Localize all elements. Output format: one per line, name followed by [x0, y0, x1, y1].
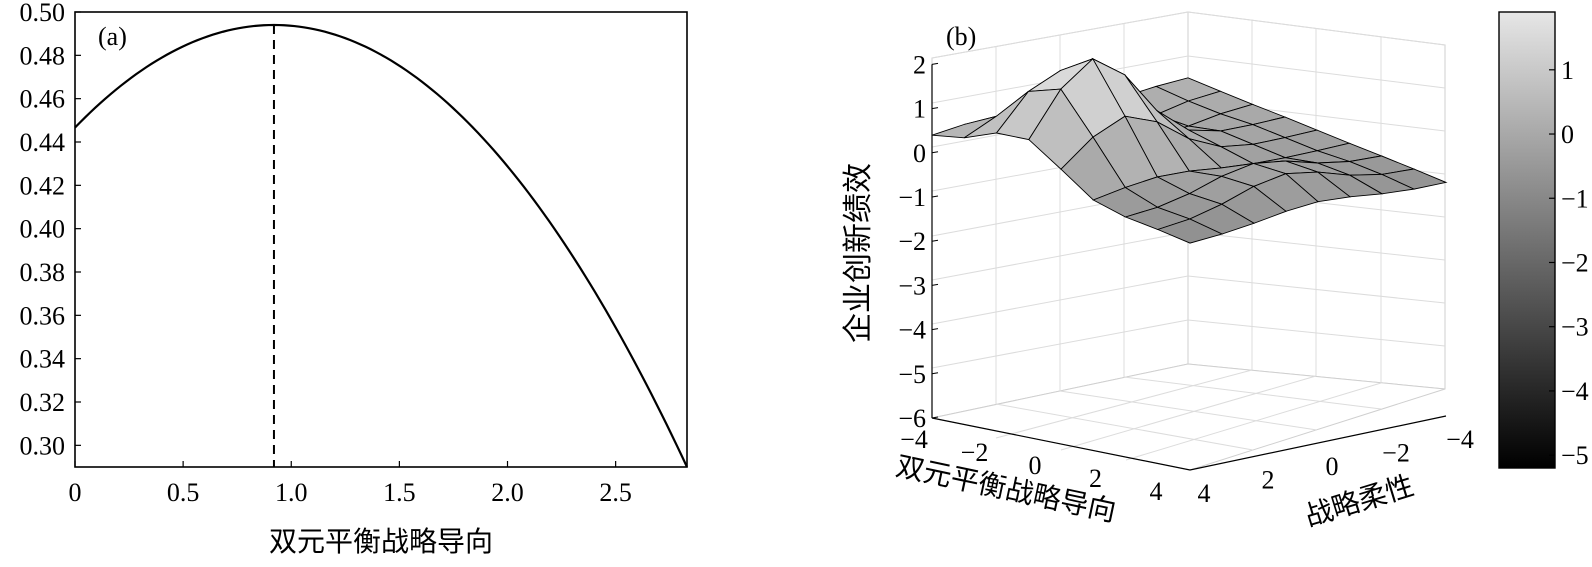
chart-b-y-tick-label: 4 [1198, 479, 1211, 508]
chart-a: 0 0.5 1.0 1.5 2.0 2.5 0.30 0.32 0.34 0.36 0.38 0.40… [20, 0, 688, 558]
chart-b-y-tick-label: −4 [1446, 425, 1474, 454]
chart-a-y-tick-label: 0.46 [20, 85, 66, 114]
chart-a-y-tick-label: 0.44 [20, 128, 66, 157]
chart-a-y-tick-label: 0.42 [20, 171, 66, 200]
chart-b-z-tick-label: −4 [898, 316, 926, 345]
chart-b-z-axis-title: 企业创新绩效 [841, 163, 876, 343]
chart-b-z-tick-label: 2 [913, 50, 926, 79]
chart-b-z-tick [931, 372, 939, 375]
chart-a-curve [74, 23, 688, 468]
chart-a-y-tick-label: 0.50 [20, 0, 66, 27]
chart-a-y-tick-label: 0.30 [20, 431, 66, 460]
chart-a-x-tick-label: 2.5 [599, 478, 632, 507]
chart-a-y-tick-label: 0.38 [20, 258, 66, 287]
chart-b-x-tick-label: 4 [1150, 477, 1163, 506]
chart-b-x-axis-title: 双元平衡战略导向 [893, 449, 1119, 528]
chart-b-x-tick-label: −2 [961, 438, 989, 467]
colorbar-tick-label: −1 [1561, 184, 1589, 213]
chart-b-y-tick-label: −2 [1382, 439, 1410, 468]
chart-b-surface [931, 57, 1448, 244]
chart-a-y-tick-label: 0.36 [20, 301, 66, 330]
chart-a-frame [74, 11, 688, 468]
chart-b-y-tick-label: 0 [1326, 452, 1339, 481]
colorbar: 1 0 −1 −2 −3 −4 −5 [1498, 11, 1589, 470]
chart-a-y-tick-label: 0.32 [20, 388, 66, 417]
colorbar-tick-label: 1 [1561, 56, 1574, 85]
chart-b-z-tick-label: −5 [898, 360, 926, 389]
chart-a-panel-label: (a) [98, 22, 127, 51]
chart-b-z-tick [931, 151, 939, 154]
colorbar-gradient [1498, 11, 1556, 469]
chart-b-z-tick [931, 195, 939, 198]
chart-a-y-tick-label: 0.48 [20, 41, 66, 70]
colorbar-tick-label: −4 [1561, 377, 1589, 406]
chart-b-z-tick-label: −3 [898, 271, 926, 300]
chart-a-y-tick-label: 0.40 [20, 215, 66, 244]
chart-b-z-tick [931, 328, 939, 331]
chart-a-x-axis-title: 双元平衡战略导向 [269, 525, 493, 558]
chart-b-surface-patch [1156, 218, 1224, 244]
colorbar-tick-label: −5 [1561, 441, 1589, 470]
colorbar-tick-label: 0 [1561, 120, 1574, 149]
chart-a-y-tick-label: 0.34 [20, 345, 66, 374]
chart-b-y-tick-label: 2 [1262, 466, 1275, 495]
chart-b-z-tick-label: 0 [913, 139, 926, 168]
chart-b-z-tick-label: −1 [898, 183, 926, 212]
chart-b-z-tick-label: −6 [898, 404, 926, 433]
chart-b-z-tick [931, 62, 939, 65]
chart-a-x-tick-label: 1.0 [275, 478, 308, 507]
chart-b-y-axis-title: 战略柔性 [1301, 469, 1418, 533]
chart-b-z-tick [931, 283, 939, 286]
chart-b-z-tick [931, 239, 939, 242]
chart-a-x-tick-label: 0.5 [167, 478, 200, 507]
chart-a-x-tick-label: 1.5 [383, 478, 416, 507]
chart-b-floor-edge [931, 415, 1447, 471]
chart-b-z-tick [931, 107, 939, 110]
chart-b: 210−1−2−3−4−5−6−4 −2 0 2 4 4 2 0 −2 −4 (b) 企业创新绩效… [841, 11, 1474, 533]
chart-b-z-tick-label: 1 [913, 95, 926, 124]
chart-b-panel-label: (b) [946, 22, 976, 51]
chart-b-x-tick-label: −4 [900, 425, 928, 454]
chart-b-z-tick-label: −2 [898, 227, 926, 256]
colorbar-tick-label: −3 [1561, 313, 1589, 342]
colorbar-tick-label: −2 [1561, 248, 1589, 277]
chart-b-x-tick-label: 2 [1089, 464, 1102, 493]
chart-b-x-tick-label: 0 [1029, 451, 1042, 480]
chart-a-x-tick-label: 0 [69, 478, 82, 507]
chart-a-x-tick-label: 2.0 [491, 478, 524, 507]
